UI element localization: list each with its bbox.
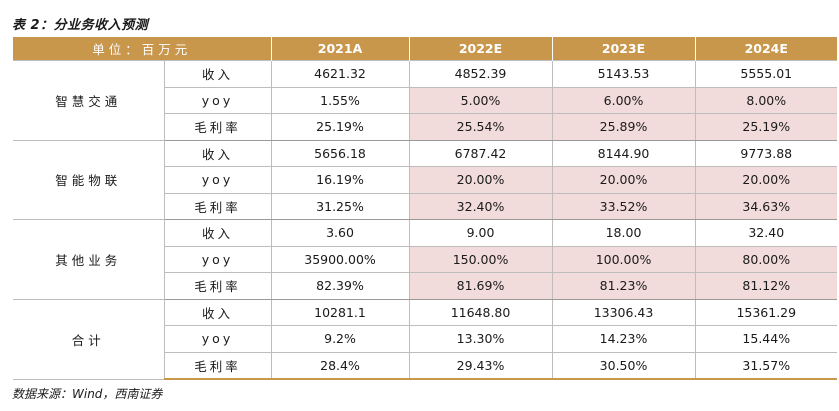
metric-label: yoy	[164, 246, 271, 273]
table-cell: 13.30%	[409, 326, 552, 353]
table-cell: 81.12%	[695, 273, 837, 300]
year-header: 2023E	[552, 37, 695, 61]
metric-label: 收入	[164, 299, 271, 326]
metric-label: yoy	[164, 87, 271, 114]
table-cell: 9.00	[409, 220, 552, 247]
table-cell: 34.63%	[695, 193, 837, 220]
table-cell: 25.19%	[695, 114, 837, 141]
table-cell: 33.52%	[552, 193, 695, 220]
table-row: 智能物联 收入 5656.18 6787.42 8144.90 9773.88	[13, 140, 837, 167]
table-cell: 20.00%	[552, 167, 695, 194]
table-cell: 82.39%	[271, 273, 409, 300]
unit-header: 单位：百万元	[13, 37, 271, 61]
table-cell: 20.00%	[695, 167, 837, 194]
segment-name: 其他业务	[13, 220, 164, 300]
table-cell: 32.40%	[409, 193, 552, 220]
table-cell: 4621.32	[271, 61, 409, 88]
table-cell: 14.23%	[552, 326, 695, 353]
table-cell: 28.4%	[271, 352, 409, 379]
segment-name: 智慧交通	[13, 61, 164, 141]
year-header: 2024E	[695, 37, 837, 61]
table-cell: 3.60	[271, 220, 409, 247]
segment-name: 合计	[13, 299, 164, 379]
table-cell: 11648.80	[409, 299, 552, 326]
table-cell: 15.44%	[695, 326, 837, 353]
metric-label: 收入	[164, 220, 271, 247]
table-cell: 100.00%	[552, 246, 695, 273]
table-cell: 150.00%	[409, 246, 552, 273]
table-cell: 6787.42	[409, 140, 552, 167]
table-cell: 5656.18	[271, 140, 409, 167]
segment-name: 智能物联	[13, 140, 164, 220]
table-cell: 80.00%	[695, 246, 837, 273]
table-cell: 8144.90	[552, 140, 695, 167]
table-cell: 29.43%	[409, 352, 552, 379]
metric-label: 毛利率	[164, 352, 271, 379]
revenue-forecast-table: 单位：百万元 2021A 2022E 2023E 2024E 智慧交通 收入 4…	[13, 37, 837, 380]
table-cell: 4852.39	[409, 61, 552, 88]
table-cell: 1.55%	[271, 87, 409, 114]
metric-label: 收入	[164, 140, 271, 167]
table-cell: 16.19%	[271, 167, 409, 194]
table-cell: 30.50%	[552, 352, 695, 379]
metric-label: 毛利率	[164, 193, 271, 220]
table-cell: 31.25%	[271, 193, 409, 220]
metric-label: 毛利率	[164, 114, 271, 141]
metric-label: yoy	[164, 167, 271, 194]
table-cell: 25.89%	[552, 114, 695, 141]
table-row: 智慧交通 收入 4621.32 4852.39 5143.53 5555.01	[13, 61, 837, 88]
table-title: 表 2：分业务收入预测	[12, 14, 148, 33]
table-cell: 5143.53	[552, 61, 695, 88]
table-cell: 35900.00%	[271, 246, 409, 273]
header-row: 单位：百万元 2021A 2022E 2023E 2024E	[13, 37, 837, 61]
table-cell: 10281.1	[271, 299, 409, 326]
year-header: 2021A	[271, 37, 409, 61]
table-cell: 5555.01	[695, 61, 837, 88]
table-cell: 31.57%	[695, 352, 837, 379]
table-cell: 6.00%	[552, 87, 695, 114]
table-cell: 15361.29	[695, 299, 837, 326]
table-cell: 20.00%	[409, 167, 552, 194]
table-cell: 9.2%	[271, 326, 409, 353]
table-cell: 13306.43	[552, 299, 695, 326]
table-cell: 32.40	[695, 220, 837, 247]
table-cell: 8.00%	[695, 87, 837, 114]
table-cell: 25.19%	[271, 114, 409, 141]
table-cell: 9773.88	[695, 140, 837, 167]
table-cell: 18.00	[552, 220, 695, 247]
year-header: 2022E	[409, 37, 552, 61]
table-row: 其他业务 收入 3.60 9.00 18.00 32.40	[13, 220, 837, 247]
metric-label: yoy	[164, 326, 271, 353]
table-cell: 25.54%	[409, 114, 552, 141]
table-row: 合计 收入 10281.1 11648.80 13306.43 15361.29	[13, 299, 837, 326]
table-cell: 5.00%	[409, 87, 552, 114]
source-note: 数据来源：Wind，西南证券	[12, 385, 162, 402]
table-cell: 81.23%	[552, 273, 695, 300]
metric-label: 毛利率	[164, 273, 271, 300]
metric-label: 收入	[164, 61, 271, 88]
table-cell: 81.69%	[409, 273, 552, 300]
